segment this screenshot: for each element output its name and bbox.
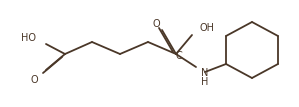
Text: O: O [30, 75, 38, 85]
Text: C: C [176, 51, 182, 61]
Text: OH: OH [200, 23, 215, 33]
Text: HO: HO [21, 33, 36, 43]
Text: O: O [152, 19, 160, 29]
Text: N: N [201, 68, 208, 78]
Text: H: H [201, 77, 208, 87]
